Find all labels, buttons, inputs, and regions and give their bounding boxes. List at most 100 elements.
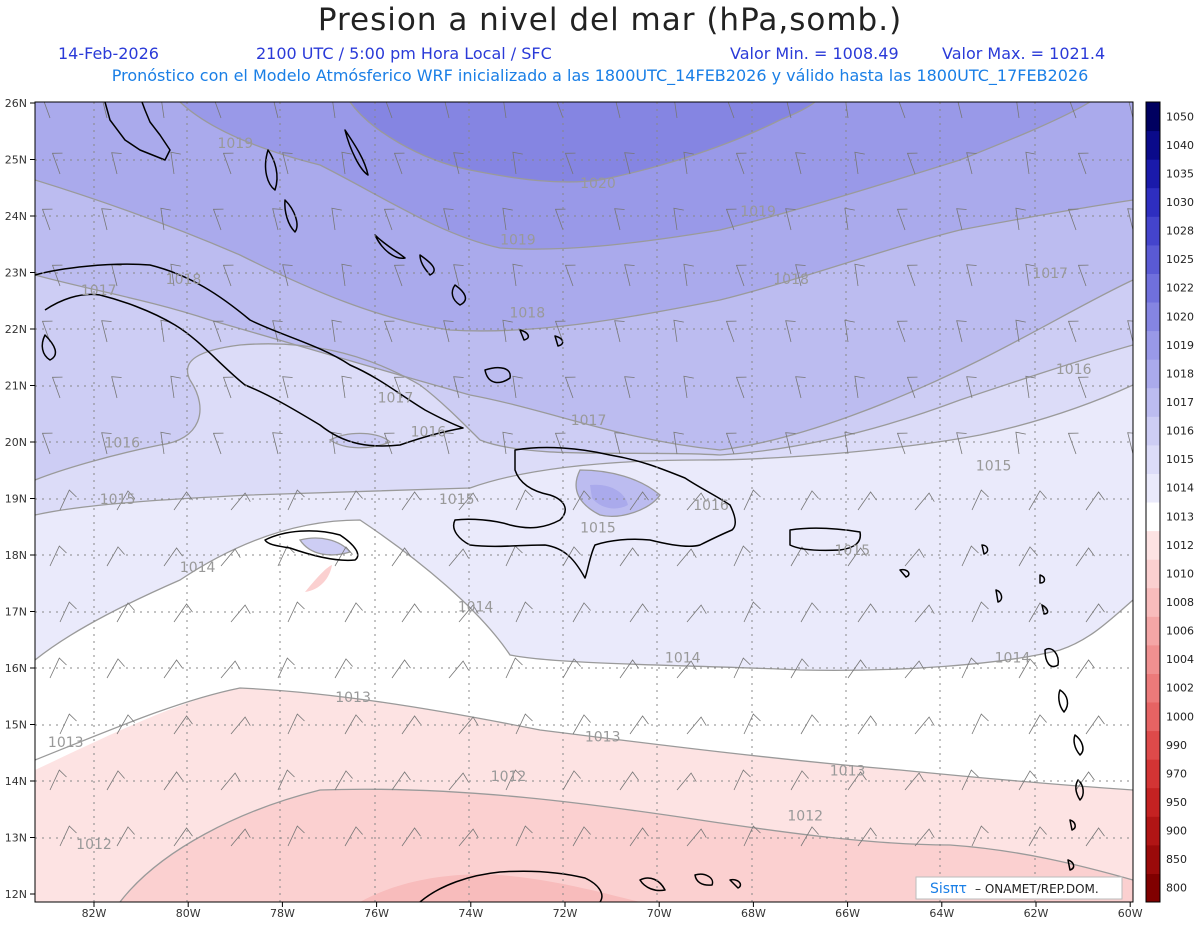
- wind-barb: [673, 207, 684, 231]
- wind-barb: [733, 545, 751, 567]
- wind-barb: [572, 602, 591, 623]
- wind-barb: [101, 432, 112, 455]
- colorbar-label: 1015: [1166, 453, 1194, 466]
- wind-barb: [629, 715, 649, 735]
- wind-barb: [735, 152, 747, 175]
- wind-barb: [102, 102, 108, 119]
- wind-barb: [676, 772, 697, 791]
- wind-barb: [212, 432, 224, 455]
- colorbar-swatch: [1146, 844, 1160, 874]
- wind-barb: [904, 660, 925, 679]
- wind-barb: [277, 769, 295, 791]
- colorbar-swatch: [1146, 387, 1160, 417]
- colorbar-swatch: [1146, 130, 1160, 160]
- wind-barb: [1069, 102, 1077, 119]
- wind-barb: [287, 601, 305, 623]
- wind-barb: [282, 376, 293, 399]
- wind-barb: [790, 546, 809, 567]
- wind-barb: [214, 102, 222, 119]
- wind-barb: [453, 264, 464, 287]
- wind-barb: [857, 603, 877, 623]
- wind-barb: [101, 208, 112, 231]
- wind-barb: [898, 102, 906, 119]
- wind-barb: [562, 546, 581, 567]
- wind-barb: [673, 431, 684, 455]
- wind-barb: [1018, 658, 1037, 679]
- isobar-label: 1017: [1032, 266, 1068, 282]
- colorbar-label: 1018: [1166, 367, 1194, 380]
- wind-barb: [1028, 490, 1047, 511]
- wind-barb: [906, 152, 918, 175]
- wind-barb: [391, 771, 411, 791]
- isobar-label: 1013: [585, 729, 621, 745]
- wind-barb: [743, 601, 761, 623]
- wind-barb: [800, 714, 819, 735]
- lon-label: 82W: [82, 907, 107, 920]
- colorbar-swatch: [1146, 102, 1160, 132]
- colorbar-label: 1050: [1166, 110, 1194, 123]
- wind-barb: [857, 491, 877, 511]
- lon-label: 70W: [647, 907, 672, 920]
- wind-barb: [725, 208, 737, 231]
- wind-barb: [277, 657, 295, 679]
- wind-barb: [287, 713, 305, 735]
- wind-barb: [896, 208, 908, 231]
- isobar-label: 1018: [509, 306, 545, 322]
- isobar-label: 1016: [411, 424, 447, 440]
- colorbar-swatch: [1146, 702, 1160, 732]
- coastlines: [35, 102, 1084, 902]
- longitude-axis: 82W 80W 78W 76W 74W 72W 70W 68W 66W 64W 62W 60W: [82, 902, 1143, 920]
- wind-barb: [564, 152, 576, 175]
- wind-barb: [956, 432, 967, 455]
- wind-barb: [1085, 715, 1105, 735]
- wind-barb: [51, 152, 63, 175]
- wind-barb: [222, 152, 234, 175]
- wind-barb: [906, 264, 918, 287]
- wind-barb: [971, 713, 989, 735]
- isobar-label: 1016: [104, 436, 140, 452]
- wind-barb: [163, 771, 183, 791]
- isobar-label: 1013: [335, 690, 371, 706]
- colorbar-swatch: [1146, 587, 1160, 617]
- wind-barb: [59, 489, 77, 511]
- wind-barb: [1025, 263, 1036, 287]
- wind-barb: [957, 102, 963, 119]
- isobar-label: 1014: [995, 650, 1031, 666]
- wind-barb: [966, 152, 977, 175]
- wind-barb: [41, 432, 53, 455]
- wind-barb: [800, 602, 819, 623]
- isobar-label: 1015: [580, 520, 616, 536]
- lat-label: 16N: [5, 662, 27, 675]
- wind-barb: [272, 320, 283, 343]
- wind-barb: [1077, 264, 1089, 287]
- graticule: [35, 102, 1133, 902]
- wind-barb: [1085, 827, 1105, 847]
- lat-label: 18N: [5, 549, 27, 562]
- colorbar-label: 1022: [1166, 282, 1194, 295]
- lon-label: 72W: [553, 907, 578, 920]
- wind-barb: [458, 828, 479, 847]
- colorbar-swatch: [1146, 273, 1160, 303]
- wind-barb: [502, 319, 513, 343]
- wind-barb: [273, 102, 279, 119]
- wind-barb: [393, 376, 405, 399]
- isobar-label: 1017: [571, 413, 607, 429]
- wind-barb: [222, 376, 234, 399]
- wind-barb: [1015, 319, 1026, 343]
- lat-label: 15N: [5, 719, 27, 732]
- colorbar-label: 1006: [1166, 625, 1194, 638]
- wind-barb: [914, 604, 935, 623]
- wind-barb: [966, 376, 977, 399]
- wind-barb: [41, 320, 53, 343]
- lon-label: 74W: [458, 907, 483, 920]
- wind-barb: [725, 432, 737, 455]
- wind-barb: [1075, 771, 1095, 791]
- wind-barb: [287, 489, 305, 511]
- colorbar-label: 1008: [1166, 596, 1194, 609]
- colorbar-swatch: [1146, 216, 1160, 246]
- wind-barb: [341, 375, 352, 399]
- wind-barb: [956, 320, 967, 343]
- wind-barb: [505, 657, 523, 679]
- wind-barb: [1025, 151, 1036, 175]
- wind-barb: [401, 603, 421, 623]
